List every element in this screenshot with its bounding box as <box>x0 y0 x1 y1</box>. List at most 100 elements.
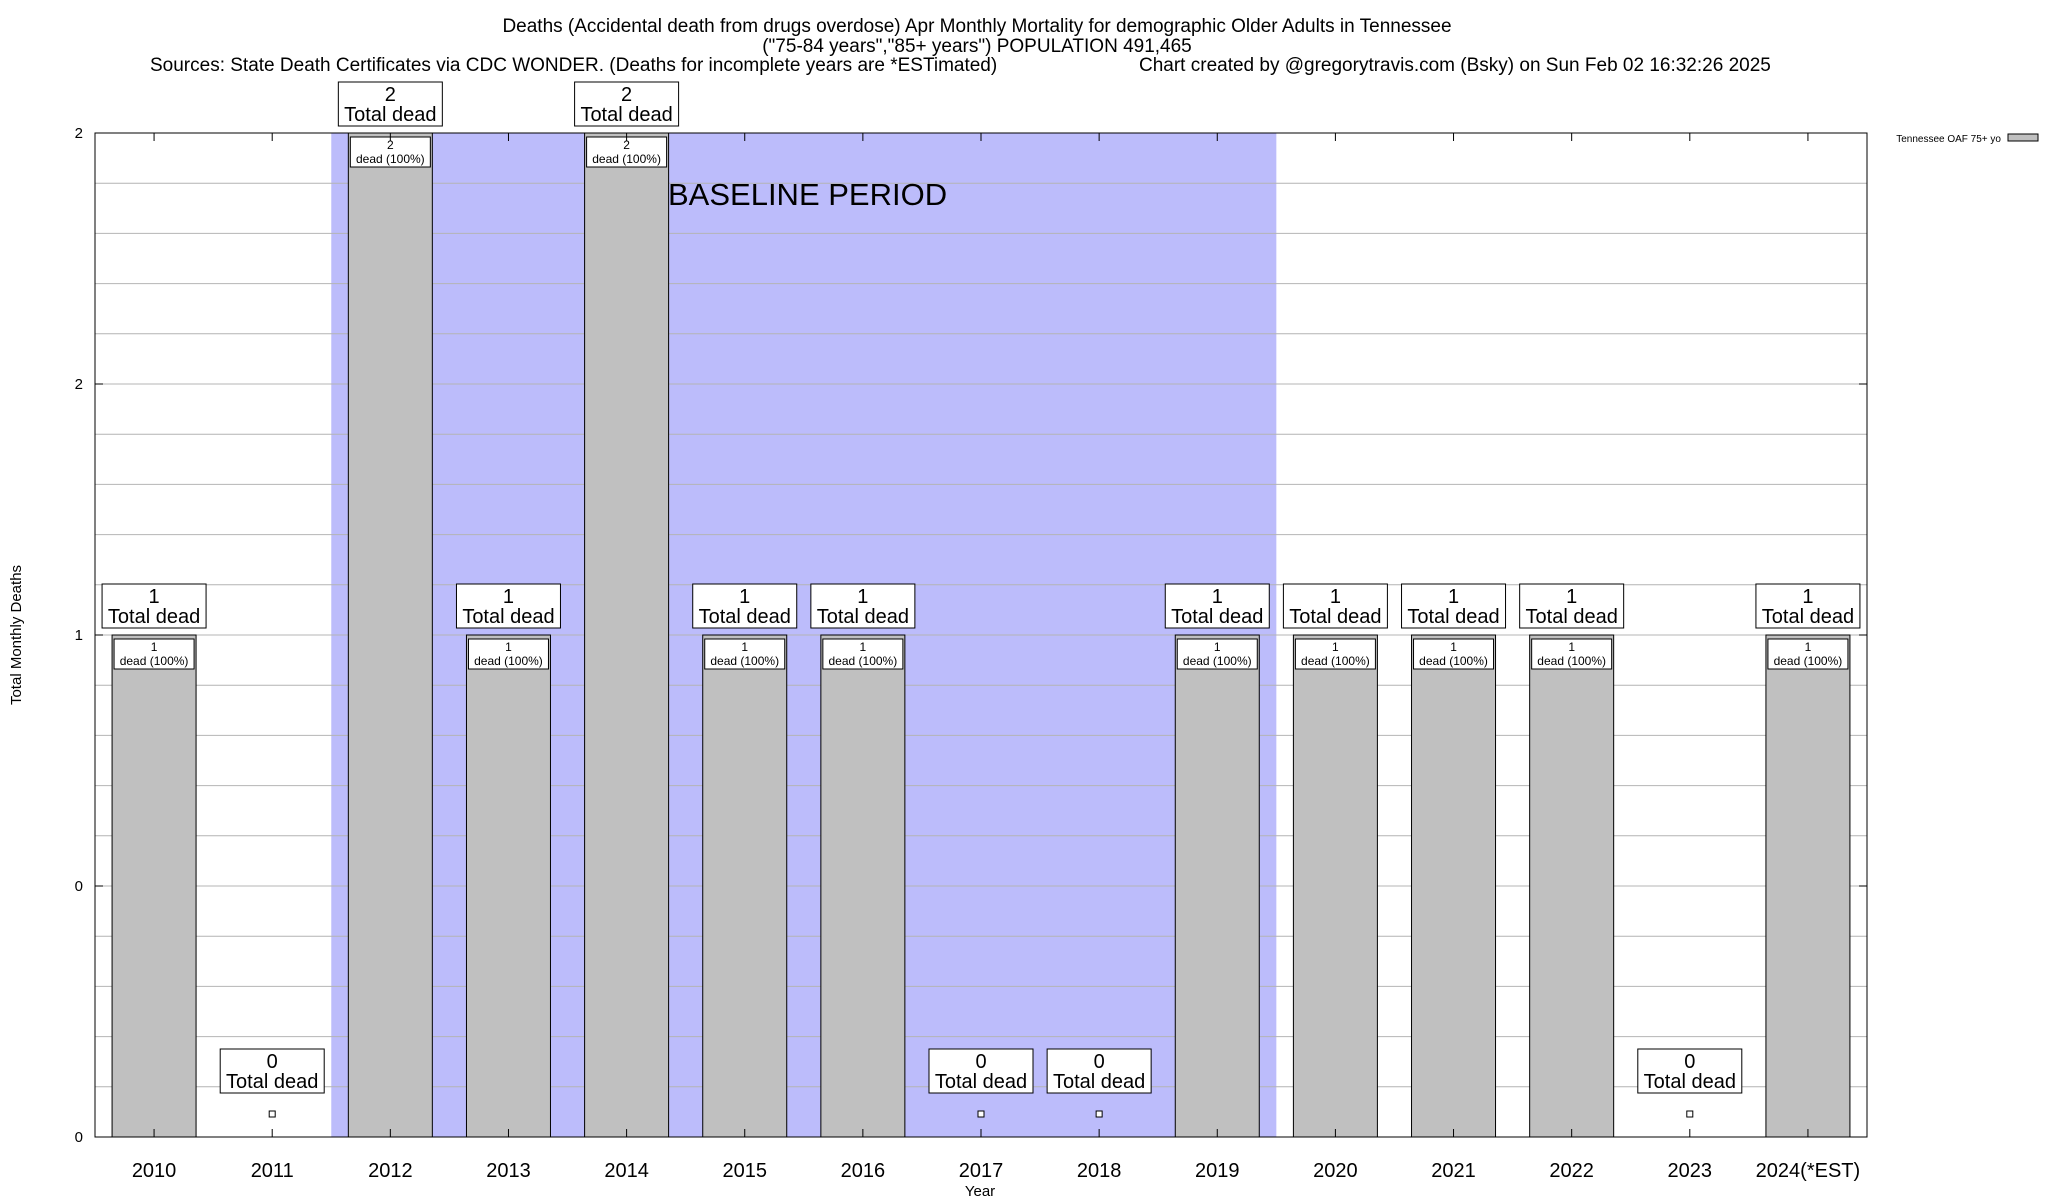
x-tick-label: 2024(*EST) <box>1756 1160 1861 1182</box>
total-dead-box <box>810 583 916 629</box>
bar-inner-label-box <box>1531 638 1613 670</box>
total-dead-label: Total dead <box>226 1071 318 1093</box>
total-dead-label: Total dead <box>1526 606 1618 628</box>
x-tick-label: 2010 <box>132 1160 177 1182</box>
x-tick-label: 2012 <box>368 1160 413 1182</box>
total-dead-count: 2 <box>621 84 632 106</box>
total-dead-label: Total dead <box>1407 606 1499 628</box>
total-dead-label: Total dead <box>1053 1071 1145 1093</box>
bar-inner-count: 1 <box>741 640 748 654</box>
total-dead-label: Total dead <box>1289 606 1381 628</box>
zero-bar-marker <box>1095 1110 1103 1118</box>
bar-inner-label-box <box>1294 638 1376 670</box>
bar <box>1174 634 1260 1138</box>
bar-inner-count: 1 <box>151 640 158 654</box>
zero-bar-marker <box>268 1110 276 1118</box>
bar <box>111 634 197 1138</box>
y-axis-label: Total Monthly Deaths <box>8 565 25 705</box>
total-dead-count: 1 <box>739 586 750 608</box>
bar-inner-label-box <box>467 638 549 670</box>
chart-title-line-1: Deaths (Accidental death from drugs over… <box>502 16 1451 37</box>
x-tick-label: 2023 <box>1668 1160 1713 1182</box>
chart-credit: Chart created by @gregorytravis.com (Bsk… <box>1139 55 1771 76</box>
bar <box>1529 634 1615 1138</box>
total-dead-box <box>337 81 443 127</box>
bar <box>347 132 433 1138</box>
total-dead-count: 1 <box>1448 586 1459 608</box>
bar-inner-count: 1 <box>1805 640 1812 654</box>
x-tick-label: 2021 <box>1431 1160 1476 1182</box>
y-tick-label: 1 <box>75 627 83 644</box>
bar-inner-label: dead (100%) <box>829 654 898 668</box>
x-tick-label: 2015 <box>722 1160 767 1182</box>
legend-label: Tennessee OAF 75+ yo <box>1896 134 2001 145</box>
total-dead-label: Total dead <box>1171 606 1263 628</box>
total-dead-label: Total dead <box>935 1071 1027 1093</box>
bar-inner-label: dead (100%) <box>356 152 425 166</box>
bar-inner-label: dead (100%) <box>120 654 189 668</box>
y-tick-label: 2 <box>75 376 83 393</box>
total-dead-count: 1 <box>1566 586 1577 608</box>
total-dead-count: 1 <box>503 586 514 608</box>
total-dead-box <box>101 583 207 629</box>
x-tick-label: 2019 <box>1195 1160 1240 1182</box>
total-dead-count: 1 <box>1212 586 1223 608</box>
bar-inner-count: 1 <box>1332 640 1339 654</box>
bar <box>702 634 788 1138</box>
total-dead-box <box>1046 1048 1152 1094</box>
bar-inner-count: 1 <box>1450 640 1457 654</box>
total-dead-label: Total dead <box>108 606 200 628</box>
bar-inner-label-box <box>113 638 195 670</box>
bar <box>1765 634 1851 1138</box>
total-dead-count: 0 <box>1684 1051 1695 1073</box>
bar <box>1292 634 1378 1138</box>
bar-inner-label-box <box>1176 638 1258 670</box>
bar-inner-label: dead (100%) <box>710 654 779 668</box>
bar-inner-label: dead (100%) <box>1419 654 1488 668</box>
total-dead-label: Total dead <box>462 606 554 628</box>
bar-inner-label-box <box>704 638 786 670</box>
bar-inner-label: dead (100%) <box>1774 654 1843 668</box>
bar <box>584 132 670 1138</box>
x-axis-ticks: 2010 2011 2012 2013 2014 2015 2016 2017 2018 2019… <box>132 133 1860 1182</box>
legend: Tennessee OAF 75+ yo <box>1896 133 2039 145</box>
bar-inner-count: 1 <box>1568 640 1575 654</box>
x-axis-label: Year <box>965 1183 995 1200</box>
total-dead-box <box>928 1048 1034 1094</box>
total-dead-box <box>455 583 561 629</box>
y-axis-ticks: 0 0 1 2 2 <box>75 125 1867 1146</box>
bar-inner-label-box <box>1413 638 1495 670</box>
total-dead-box <box>1637 1048 1743 1094</box>
x-tick-label: 2011 <box>251 1160 294 1182</box>
total-dead-count: 2 <box>385 84 396 106</box>
total-dead-box <box>1282 583 1388 629</box>
y-tick-label: 2 <box>75 125 83 142</box>
bar-inner-label: dead (100%) <box>592 152 661 166</box>
total-dead-box <box>692 583 798 629</box>
bar-inner-label: dead (100%) <box>1183 654 1252 668</box>
chart-sources: Sources: State Death Certificates via CD… <box>150 55 997 76</box>
bar-inner-label-box <box>822 638 904 670</box>
zero-bar-marker <box>977 1110 985 1118</box>
total-dead-count: 0 <box>1094 1051 1105 1073</box>
total-dead-label: Total dead <box>699 606 791 628</box>
chart-title-line-2: ("75-84 years","85+ years") POPULATION 4… <box>762 36 1192 57</box>
total-dead-count: 1 <box>1802 586 1813 608</box>
bar-inner-count: 2 <box>623 138 630 152</box>
bar-inner-count: 1 <box>1214 640 1221 654</box>
bar-inner-label: dead (100%) <box>474 654 543 668</box>
x-tick-label: 2020 <box>1313 1160 1358 1182</box>
total-dead-count: 0 <box>975 1051 986 1073</box>
zero-bar-marker <box>1686 1110 1694 1118</box>
baseline-period-label: BASELINE PERIOD <box>668 177 947 212</box>
total-dead-box <box>219 1048 325 1094</box>
